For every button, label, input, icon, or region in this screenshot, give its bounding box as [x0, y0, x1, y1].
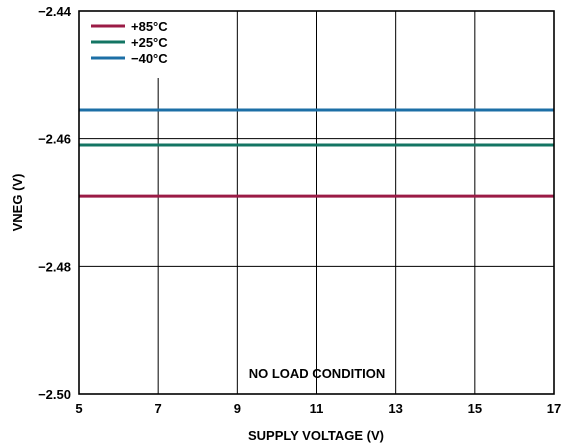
y-tick-label: −2.46 [38, 132, 71, 147]
series-lines [79, 108, 554, 198]
x-tick-label: 17 [547, 401, 561, 416]
y-tick-label: −2.44 [38, 4, 72, 19]
legend-label: +25°C [131, 35, 168, 50]
x-tick-labels: 5 7 9 11 13 15 17 [75, 401, 561, 416]
x-axis-label: SUPPLY VOLTAGE (V) [248, 428, 384, 443]
x-tick-label: 5 [75, 401, 82, 416]
y-axis-label: VNEG (V) [10, 174, 25, 232]
legend: +85°C+25°C−40°C [91, 19, 168, 66]
legend-label: +85°C [131, 19, 168, 34]
x-tick-label: 13 [388, 401, 402, 416]
y-tick-label: −2.50 [38, 387, 71, 402]
x-tick-label: 15 [468, 401, 482, 416]
x-tick-label: 11 [310, 401, 324, 416]
x-tick-label: 9 [234, 401, 241, 416]
annotation-no-load: NO LOAD CONDITION [249, 366, 386, 381]
y-tick-label: −2.48 [38, 259, 71, 274]
y-tick-labels: −2.44 −2.46 −2.48 −2.50 [38, 4, 72, 402]
x-tick-label: 7 [155, 401, 162, 416]
legend-label: −40°C [131, 51, 168, 66]
plot-frame [78, 10, 555, 395]
grid-lines [79, 11, 554, 394]
